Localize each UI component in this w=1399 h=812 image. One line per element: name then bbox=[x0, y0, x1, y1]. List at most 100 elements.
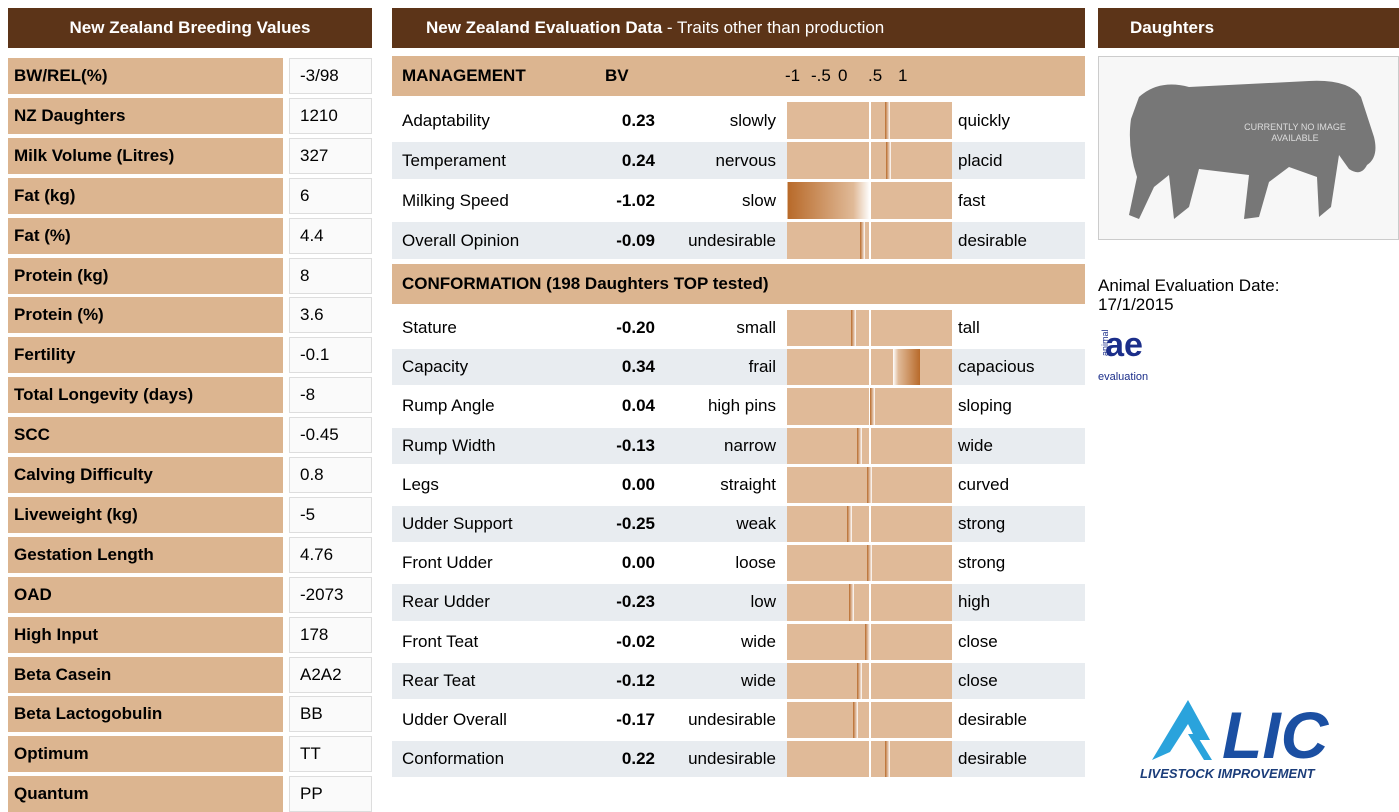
bv: -0.23 bbox=[616, 592, 655, 612]
scale-label: 0 bbox=[838, 66, 848, 85]
row-value: -2073 bbox=[289, 576, 372, 613]
row-value: TT bbox=[289, 736, 372, 773]
bar-divider bbox=[869, 102, 871, 139]
bar bbox=[853, 702, 859, 739]
high-label: strong bbox=[958, 553, 1006, 573]
row-bg bbox=[392, 427, 1085, 464]
row-bg bbox=[392, 182, 1085, 219]
low-label: high pins bbox=[707, 396, 776, 416]
row-bg bbox=[392, 662, 1085, 699]
low-label: loose bbox=[735, 553, 776, 573]
row-value: -0.1 bbox=[289, 337, 372, 374]
low-label: weak bbox=[736, 514, 776, 534]
high-label: close bbox=[958, 670, 998, 690]
bar-divider bbox=[869, 182, 871, 219]
bar bbox=[893, 349, 921, 386]
row-label: Fat (kg) bbox=[8, 177, 283, 214]
header: Daughters bbox=[1098, 8, 1399, 48]
bar-divider bbox=[869, 506, 871, 543]
bar bbox=[886, 142, 892, 179]
header-title: New Zealand Evaluation Data bbox=[426, 18, 663, 37]
high-label: desirable bbox=[958, 749, 1027, 769]
row-value: 327 bbox=[289, 137, 372, 174]
low-label: frail bbox=[748, 357, 776, 377]
header: New Zealand Evaluation Data - Traits oth… bbox=[392, 8, 1085, 48]
trait: Front Teat bbox=[402, 631, 479, 651]
bar bbox=[851, 310, 856, 347]
row-label: BW/REL(%) bbox=[8, 58, 283, 94]
bv: -1.02 bbox=[616, 190, 655, 210]
bar bbox=[865, 623, 871, 660]
bar-divider bbox=[869, 310, 871, 347]
bv: 0.23 bbox=[621, 110, 655, 130]
bar-divider bbox=[869, 388, 871, 425]
row-label: SCC bbox=[8, 417, 283, 454]
trait: Rump Width bbox=[402, 435, 496, 455]
bv: -0.09 bbox=[616, 230, 655, 250]
bar-divider bbox=[869, 349, 871, 386]
logo-text: ae bbox=[1105, 326, 1143, 364]
row-value: PP bbox=[289, 776, 372, 812]
low-label: narrow bbox=[724, 435, 776, 455]
bv: 0.00 bbox=[621, 474, 655, 494]
row-label: Calving Difficulty bbox=[8, 457, 283, 493]
bv: 0.22 bbox=[621, 749, 655, 769]
row-label: Protein (kg) bbox=[8, 257, 283, 294]
row-label: Optimum bbox=[8, 736, 283, 773]
bv: 0.04 bbox=[621, 396, 655, 416]
bar-divider bbox=[869, 662, 871, 699]
high-label: close bbox=[958, 631, 998, 651]
trait: Overall Opinion bbox=[402, 230, 520, 250]
row-label: Total Longevity (days) bbox=[8, 377, 283, 414]
lic-logo: LIC LIVESTOCK IMPROVEMENT bbox=[1140, 698, 1330, 780]
row-label: Gestation Length bbox=[8, 536, 283, 573]
scale-label: 1 bbox=[898, 66, 908, 85]
trait: Temperament bbox=[402, 150, 506, 170]
bv-header: BV bbox=[605, 66, 629, 85]
trait: Rear Udder bbox=[402, 592, 490, 612]
row-label: OAD bbox=[8, 576, 283, 613]
header-title: Daughters bbox=[1130, 18, 1215, 37]
bv: 0.00 bbox=[621, 553, 655, 573]
section-header: CONFORMATION (198 Daughters TOP tested) bbox=[392, 264, 1085, 304]
low-label: undesirable bbox=[688, 230, 776, 250]
row-label: Beta Lactogobulin bbox=[8, 696, 283, 733]
row-bg bbox=[392, 623, 1085, 660]
date: 17/1/2015 bbox=[1098, 295, 1174, 314]
bv: 0.24 bbox=[621, 150, 655, 170]
high-label: curved bbox=[958, 474, 1010, 494]
high-label: sloping bbox=[958, 396, 1012, 416]
trait: Udder Overall bbox=[402, 710, 507, 730]
header-subtitle: - Traits other than production bbox=[666, 18, 885, 37]
bv: 0.34 bbox=[621, 357, 655, 377]
high-label: strong bbox=[958, 514, 1006, 534]
bar bbox=[857, 662, 863, 699]
low-label: undesirable bbox=[688, 710, 776, 730]
row-bg bbox=[392, 222, 1085, 259]
trait: Stature bbox=[402, 318, 457, 338]
logo-text: animal bbox=[1100, 329, 1110, 356]
low-label: low bbox=[750, 592, 776, 612]
image-text: AVAILABLE bbox=[1271, 133, 1318, 143]
bar-divider bbox=[869, 427, 871, 464]
trait: Rear Teat bbox=[402, 670, 476, 690]
row-label: High Input bbox=[8, 616, 283, 653]
high-label: tall bbox=[958, 318, 980, 338]
bar bbox=[885, 102, 891, 139]
high-label: fast bbox=[958, 190, 986, 210]
high-label: quickly bbox=[958, 110, 1010, 130]
bv: -0.17 bbox=[616, 710, 655, 730]
row-label: Protein (%) bbox=[8, 297, 283, 334]
high-label: desirable bbox=[958, 710, 1027, 730]
cow-image: CURRENTLY NO IMAGE AVAILABLE bbox=[1129, 80, 1376, 219]
row-value: 0.8 bbox=[289, 457, 372, 493]
bv: -0.02 bbox=[616, 631, 655, 651]
row-value: -5 bbox=[289, 496, 372, 533]
bar-divider bbox=[869, 584, 871, 621]
bar bbox=[859, 222, 865, 259]
row-bg bbox=[392, 466, 1085, 503]
low-label: wide bbox=[741, 670, 776, 690]
row-label: Fertility bbox=[8, 337, 283, 374]
low-label: nervous bbox=[715, 150, 776, 170]
